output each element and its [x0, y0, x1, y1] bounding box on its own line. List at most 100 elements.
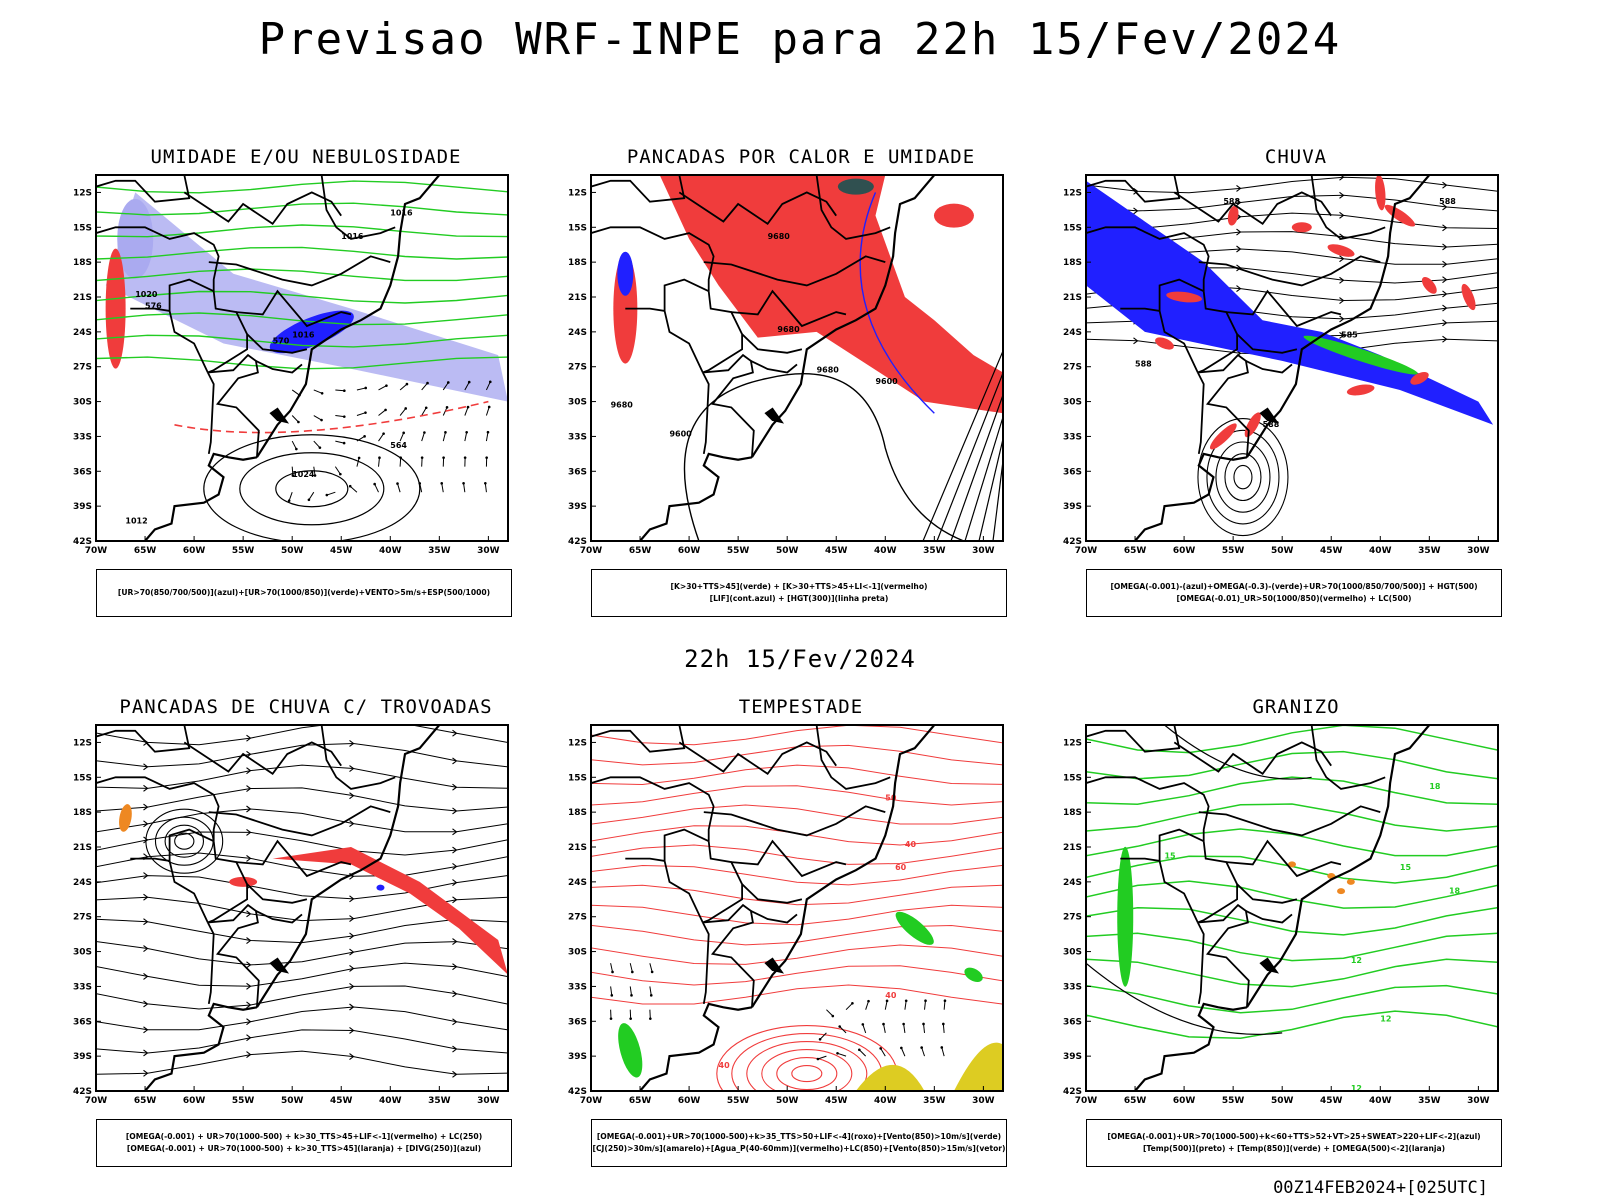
wind-vector	[884, 1000, 888, 1010]
contour-label: 1012	[125, 517, 147, 526]
wind-vector-head	[342, 415, 346, 418]
panel-umidade: UMIDADE E/OU NEBULOSIDADE 1016 1016 1020 10…	[56, 146, 516, 617]
instability-green	[837, 178, 874, 195]
wind-vector	[313, 389, 323, 394]
thickness-contour	[174, 400, 489, 434]
contour-label: 1024	[292, 470, 315, 479]
border-line	[1120, 278, 1205, 312]
lat-label: 12S	[568, 738, 587, 748]
streamline-arrow	[1442, 290, 1448, 298]
lat-label: 27S	[568, 363, 587, 373]
wind-vector	[941, 1047, 945, 1057]
streamline-arrow	[452, 963, 458, 971]
border-line	[255, 910, 303, 924]
lat-label: 12S	[1063, 738, 1082, 748]
wind-vector-head	[445, 406, 449, 409]
streamline-arrow	[1442, 243, 1448, 251]
map-pancadas-calor[interactable]: 9680 9680 9680 9600 9680 9600 12S 15S 18S 21S 24S 2…	[551, 172, 1011, 567]
lon-label: 50W	[1271, 546, 1294, 556]
map-chuva[interactable]: 588 588 585 588 588 12S 15S 18S 21S 24S 27S 30S 33S 3…	[1046, 172, 1506, 567]
border-line	[750, 910, 798, 924]
border-line	[1245, 360, 1293, 374]
border-line	[591, 725, 686, 753]
lat-label: 18S	[1063, 258, 1082, 268]
wind-vector-head	[943, 999, 947, 1003]
lat-label: 27S	[73, 363, 92, 373]
lon-label: 60W	[183, 1096, 206, 1106]
panel-title: CHUVA	[1264, 146, 1328, 168]
contour-label: 1016	[341, 232, 364, 241]
lifted-index-contour	[859, 192, 935, 414]
lagoa-dos-patos	[1259, 407, 1280, 424]
wind-vector	[442, 432, 446, 442]
map-frame	[590, 174, 1004, 542]
lon-label: 70W	[580, 1096, 603, 1106]
rio-de-la-plata-coastline	[639, 452, 753, 541]
wind-vector	[649, 986, 652, 996]
streamline-arrow	[452, 757, 458, 765]
wind-vector	[378, 385, 387, 391]
contour-label: 50	[885, 794, 897, 803]
border-line	[741, 333, 803, 354]
lat-label: 36S	[73, 467, 92, 477]
wind-vector	[441, 483, 444, 493]
wind-vector-head	[339, 472, 342, 476]
height-300-contour	[978, 438, 1003, 541]
low-pressure-streamline	[1215, 441, 1271, 513]
streamline-arrow	[143, 1069, 149, 1077]
lat-label: 21S	[568, 293, 587, 303]
rain-red-area	[1209, 423, 1237, 450]
streamline-arrow	[246, 805, 252, 813]
height-contours-andes	[105, 248, 126, 369]
streamline-arrow	[1236, 199, 1242, 206]
streamline-arrow	[246, 734, 252, 742]
border-line	[663, 310, 704, 373]
divergence-blue-area	[376, 884, 385, 891]
wind-vector-head	[867, 999, 870, 1003]
lon-label: 70W	[85, 546, 108, 556]
streamline-250	[96, 875, 508, 900]
contour-label: 60	[895, 863, 907, 872]
lon-label: 65W	[1124, 546, 1147, 556]
border-line	[1086, 725, 1181, 753]
streamline-arrow	[143, 1026, 149, 1034]
map-granizo[interactable]: 18 12 15 12 18 12 15 12S 15S 18S 21S 24S 27S 30S 33S 36…	[1046, 722, 1506, 1117]
wind-vector-head	[295, 447, 298, 451]
lon-label: 35W	[428, 546, 451, 556]
border-line	[207, 903, 260, 1008]
rain-red-area	[1410, 371, 1429, 385]
precipitable-water-contour	[591, 825, 1003, 846]
lat-label: 30S	[568, 398, 587, 408]
map-umidade[interactable]: 10161016102010241012576570564101612S15S1…	[56, 172, 516, 567]
omega-500-orange-area	[1337, 888, 1346, 895]
streamline-250	[96, 1029, 508, 1054]
map-tempestade[interactable]: 40 50 60 40 40 12S 15S 18S 21S 24S 27S 30S 33S 36S 39S…	[551, 722, 1011, 1117]
streamline-arrow	[1339, 315, 1345, 323]
contour-label: 40	[905, 840, 917, 849]
contour-label: 9680	[768, 232, 791, 241]
wind-vector	[610, 986, 613, 996]
streamline-arrow	[350, 722, 354, 724]
streamline-250	[96, 831, 508, 856]
streamline-arrow	[143, 1049, 149, 1057]
wind-vector-head	[838, 1025, 841, 1028]
streamline-250	[96, 1050, 508, 1075]
lat-label: 27S	[1063, 363, 1082, 373]
contour-label: 588	[1223, 197, 1240, 206]
border-line	[1198, 255, 1381, 287]
panel-pancadas-calor: PANCADAS POR CALOR E UMIDADE 9680 9680 968…	[551, 146, 1011, 617]
lon-label: 70W	[85, 1096, 108, 1106]
geography	[96, 725, 441, 1091]
rain-red-area	[1155, 337, 1174, 350]
wind-vector	[485, 381, 491, 391]
wind-vector	[845, 1002, 853, 1011]
wind-vector-head	[629, 1017, 632, 1020]
wind-vector-head	[942, 1022, 945, 1026]
streamline-arrow	[143, 1000, 149, 1008]
wind-850-green-area	[618, 1023, 643, 1078]
border-line	[246, 333, 308, 354]
